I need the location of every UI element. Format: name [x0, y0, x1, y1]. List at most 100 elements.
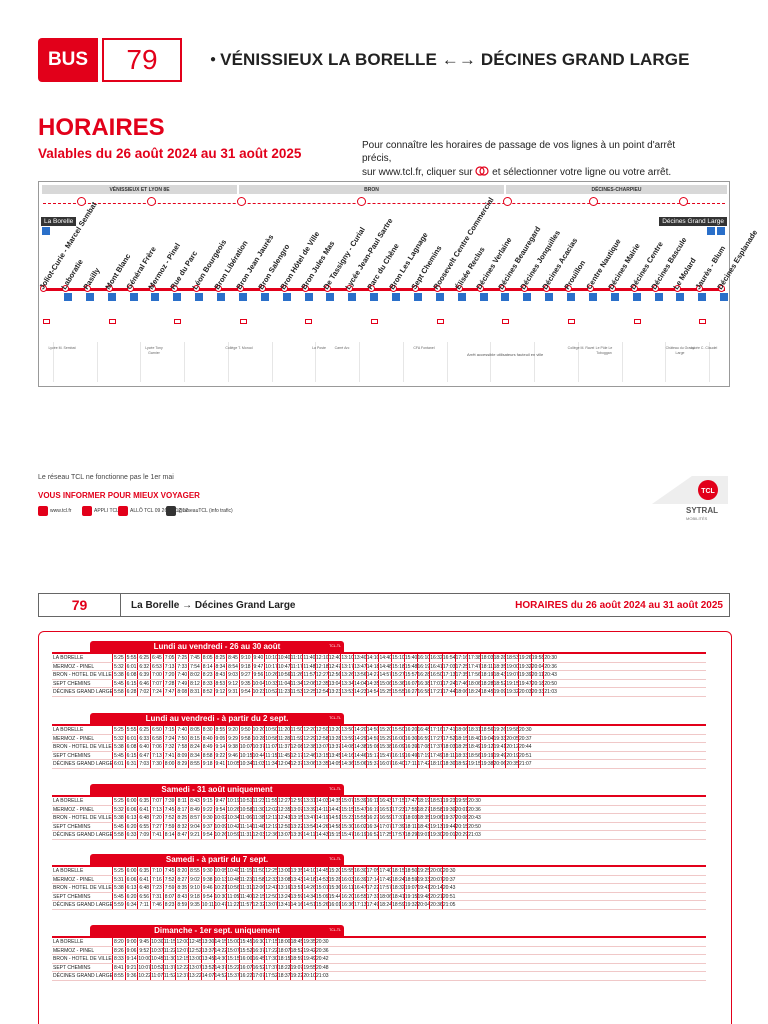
time-cell: 20:33	[530, 688, 545, 696]
stop-name-cell: MERMOZ - PINEL	[53, 876, 95, 883]
time-cell: 17:49	[365, 901, 380, 909]
time-cell: 13:16	[276, 884, 291, 892]
time-cell: 11:14	[238, 822, 253, 831]
time-cell: 10:13	[213, 875, 228, 884]
clock-icon	[589, 197, 598, 206]
time-cell: 18:11	[403, 822, 417, 831]
time-cell: 13:31	[302, 797, 316, 805]
time-cell: 6:01	[124, 662, 137, 671]
map-note: Château du Grand Large	[665, 346, 695, 355]
time-cell: 7:24	[162, 734, 175, 743]
time-cell: 18:56	[467, 751, 481, 760]
time-cell: 6:41	[137, 875, 150, 884]
time-cell: 13:35	[289, 867, 304, 875]
zone-dash-line	[43, 203, 725, 204]
time-cell: 12:18	[315, 662, 329, 671]
time-cell: 16:19	[365, 805, 380, 814]
time-cell: 15:15	[340, 805, 354, 814]
time-cell: 19:23	[441, 797, 456, 805]
time-cell: 9:38	[200, 875, 213, 884]
map-stop-dot	[389, 285, 397, 292]
time-cell: 9:21	[188, 831, 200, 839]
time-cell: 5:25	[112, 654, 124, 662]
time-cell: 18:15	[276, 955, 291, 963]
time-cell: 9:35	[238, 679, 251, 688]
time-cell: 13:07	[276, 831, 291, 839]
time-cell: 16:59	[416, 734, 431, 743]
contact-phone[interactable]: ALLÔ TCL 09 26 10 12 12	[118, 506, 188, 516]
time-cell: 14:52	[213, 972, 228, 980]
time-cell: 14:45	[315, 867, 329, 875]
time-cell: 9:15	[200, 797, 213, 805]
tcl-closure-note: Le réseau TCL ne fonctionne pas le 1er m…	[38, 474, 174, 481]
time-cell: 10:56	[276, 671, 291, 679]
time-cell: 14:27	[365, 671, 380, 679]
bus-label: BUS	[47, 49, 89, 70]
map-note: Lycée M. Sembat	[48, 346, 76, 350]
time-cell: 18:06	[454, 726, 469, 734]
wheelchair-icon	[610, 293, 619, 301]
time-cell: 10:37	[251, 743, 266, 751]
time-cell: 8:54	[226, 662, 238, 671]
time-cell: 6:46	[137, 679, 150, 688]
time-cell: 17:38	[467, 654, 481, 662]
time-cell: 7:47	[162, 688, 175, 696]
time-cell: 6:13	[124, 884, 137, 892]
time-cell: 13:50	[340, 726, 354, 734]
time-cell: 14:30	[213, 955, 228, 963]
map-column-separator	[315, 342, 317, 382]
time-cell: 9:00	[124, 938, 137, 946]
time-cell: 14:10	[302, 867, 316, 875]
stop-name-cell: DÉCINES GRAND LARGE	[53, 689, 114, 696]
time-cell: 8:02	[188, 671, 200, 679]
time-cell: 10:20	[251, 726, 266, 734]
time-cell: 16:47	[353, 884, 367, 892]
time-cell: 17:49	[429, 751, 443, 760]
stop-name-cell: MERMOZ - PINEL	[53, 735, 95, 742]
time-cell: 14:43	[315, 831, 329, 839]
time-cell: 19:19	[479, 751, 494, 760]
time-cell: 10:26	[226, 805, 240, 814]
time-cell: 16:37	[251, 946, 266, 955]
time-cell: 12:02	[264, 805, 278, 814]
time-cell: 7:32	[162, 743, 175, 751]
time-cell: 14:35	[365, 679, 380, 688]
time-cell: 9:30	[200, 814, 213, 822]
time-cell: 6:50	[150, 726, 162, 734]
time-cell: 9:10	[238, 654, 251, 662]
time-cell: 15:55	[391, 688, 405, 696]
time-cell: 16:45	[251, 955, 266, 963]
bus-icon	[43, 319, 50, 324]
contact-web[interactable]: www.tcl.fr	[38, 506, 71, 516]
time-cell: 20:37	[441, 875, 456, 884]
map-stop-dot	[608, 285, 616, 292]
wheelchair-icon	[64, 293, 72, 301]
time-cell: 17:27	[429, 734, 443, 743]
time-cell: 15:10	[391, 654, 405, 662]
time-cell: 20:36	[429, 901, 443, 909]
time-cell: 16:55	[353, 892, 367, 901]
contact-x[interactable]: @reseauTCL (info trafic)	[166, 506, 233, 516]
time-cell: 12:11	[264, 814, 278, 822]
time-cell: 18:45	[289, 938, 304, 946]
map-column-separator	[53, 342, 54, 382]
time-cell: 19:32	[505, 688, 519, 696]
time-cell: 9:45	[137, 938, 150, 946]
time-cell: 13:34	[340, 679, 354, 688]
time-cell: 16:59	[378, 814, 392, 822]
stop-name-cell: SEPT CHEMINS	[53, 893, 91, 900]
time-cell: 16:54	[441, 654, 456, 662]
time-cell: 20:04	[530, 662, 545, 671]
time-cell: 8:17	[175, 805, 188, 814]
contact-app[interactable]: APPLI TCL	[82, 506, 119, 516]
time-cell: 11:52	[162, 972, 176, 980]
schedule-title-text: Lundi au vendredi - 26 au 30 août	[153, 642, 281, 651]
map-stop-dot	[149, 285, 157, 292]
time-cell: 14:46	[353, 751, 367, 760]
time-cell: 9:52	[137, 946, 150, 955]
time-cell: 17:39	[391, 822, 405, 831]
time-cell: 8:26	[112, 946, 124, 955]
time-cell: 20:10	[302, 972, 316, 980]
time-cell: 17:15	[391, 797, 405, 805]
time-cell: 13:07	[315, 743, 329, 751]
